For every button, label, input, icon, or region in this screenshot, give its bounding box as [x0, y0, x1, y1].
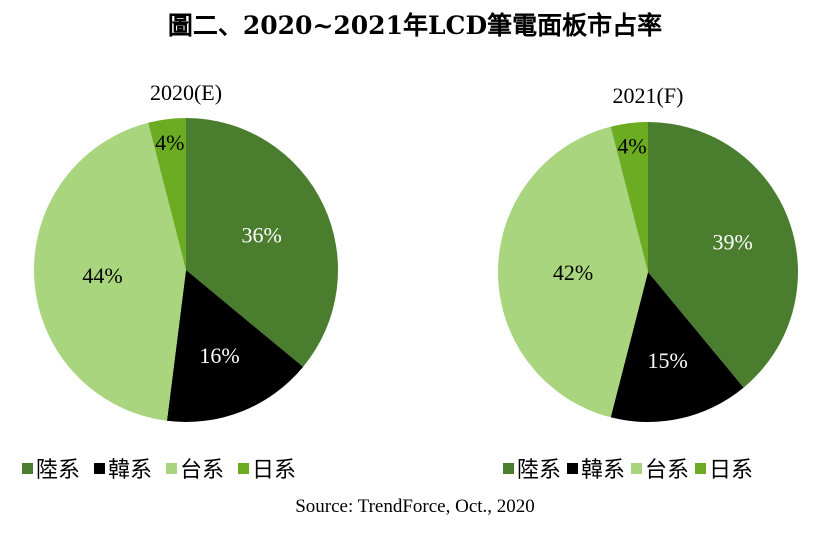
- legend-swatch: [567, 462, 579, 474]
- slice-label: 4%: [155, 130, 184, 155]
- slice-label: 15%: [647, 348, 687, 373]
- pie-slice-陸系: [186, 118, 339, 367]
- legend-item: 韓系: [567, 452, 625, 484]
- slice-label: 39%: [713, 230, 753, 255]
- pie-slice-韓系: [610, 272, 744, 423]
- slice-label: 44%: [82, 263, 122, 288]
- source-note: Source: TrendForce, Oct., 2020: [295, 496, 535, 517]
- legend-label: 陸系: [36, 458, 81, 483]
- legend-swatch: [631, 462, 643, 474]
- legend-item: 韓系: [94, 452, 152, 484]
- pie-slice-台系: [498, 126, 648, 418]
- slice-label: 16%: [199, 343, 239, 368]
- slice-label: 42%: [553, 260, 593, 285]
- legend-swatch: [503, 462, 514, 474]
- legend-label: 台系: [180, 458, 225, 483]
- legend-item: 日系: [238, 452, 296, 484]
- pie-slice-台系: [34, 122, 187, 421]
- legend-item: 日系: [695, 452, 753, 484]
- pie-slice-日系: [610, 122, 648, 272]
- pie-slice-陸系: [648, 122, 799, 388]
- legend-2020: 陸系 韓系 台系 日系: [22, 452, 296, 484]
- chart-title: 圖二、2020~2021年LCD筆電面板市占率: [167, 11, 663, 40]
- legend-swatch: [695, 462, 707, 474]
- legend-label: 韓系: [108, 458, 153, 483]
- legend-swatch: [166, 462, 178, 474]
- legend-label: 台系: [645, 458, 690, 483]
- legend-item: 陸系: [503, 452, 561, 484]
- slice-label: 36%: [241, 222, 281, 247]
- pie-slice-韓系: [166, 270, 304, 422]
- legend-item: 陸系: [22, 452, 80, 484]
- legend-swatch: [22, 462, 33, 474]
- legend-item: 台系: [166, 452, 224, 484]
- slice-label: 4%: [617, 134, 646, 159]
- legend-item: 台系: [631, 452, 689, 484]
- legend-label: 日系: [709, 458, 754, 483]
- pie-title: 2020(E): [150, 80, 222, 105]
- legend-label: 日系: [252, 458, 297, 483]
- legend-2021: 陸系 韓系 台系 日系: [503, 452, 753, 484]
- pie-title: 2021(F): [613, 83, 684, 108]
- legend-swatch: [94, 462, 106, 474]
- legend-swatch: [238, 462, 250, 474]
- pie-slice-日系: [148, 118, 186, 270]
- legend-label: 陸系: [517, 458, 562, 483]
- legend-label: 韓系: [581, 458, 626, 483]
